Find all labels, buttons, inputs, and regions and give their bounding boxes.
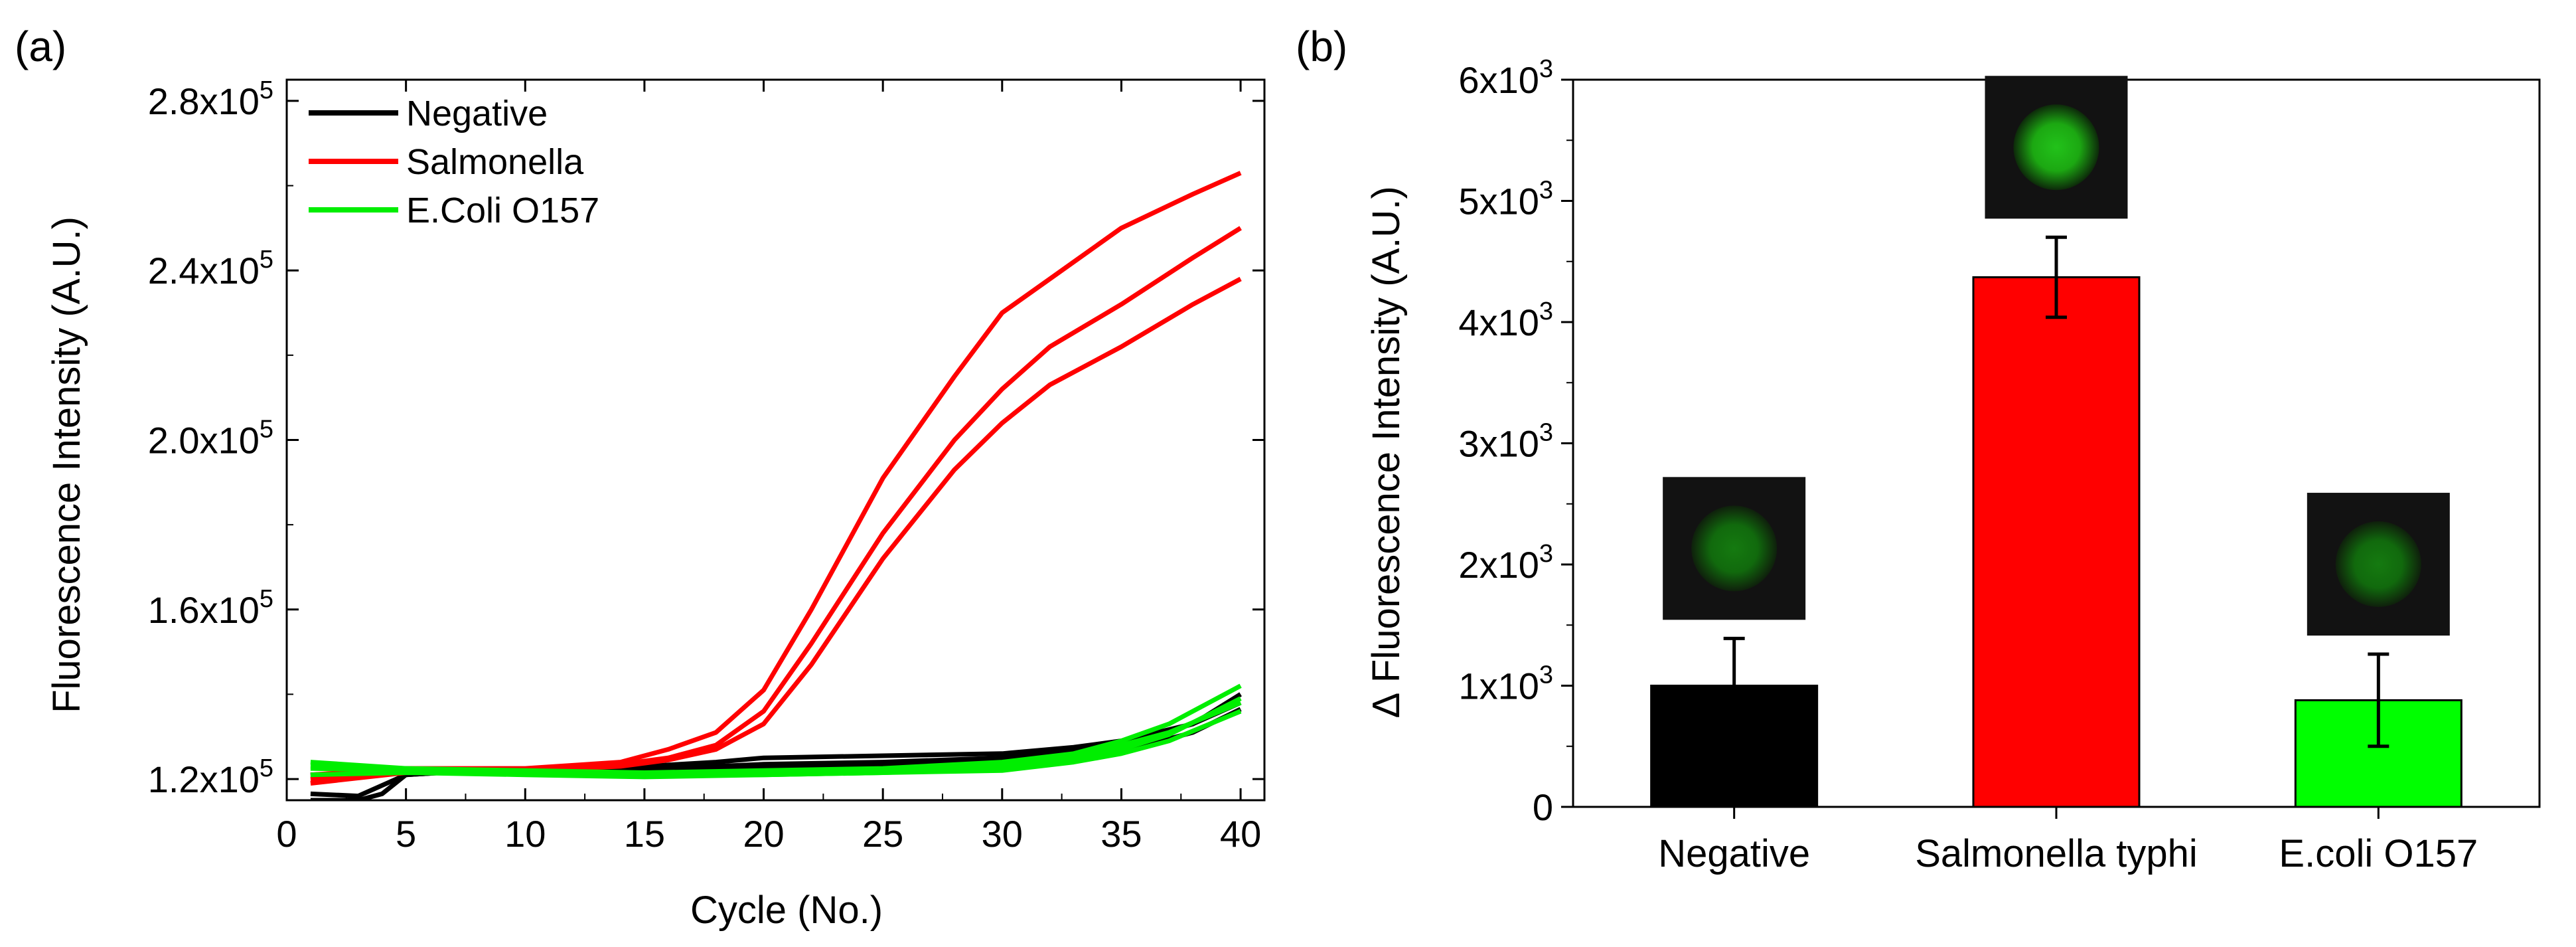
fluorescence-spot-image	[1663, 477, 1806, 620]
panel-b-y-tick-label: 4x103	[1458, 298, 1553, 343]
panel-a-x-tick-label: 20	[743, 813, 784, 855]
panel-b-y-tick-label: 5x103	[1458, 177, 1553, 222]
series-line-e-coli-o157	[310, 696, 1242, 778]
fluorescent-spot	[2013, 104, 2099, 191]
panel-a-line-chart: (a) 0 5 10 15 20 25 30 35 40 1.2x105 1.6x105 2.0x10…	[15, 23, 1266, 932]
panel-b-ticks: 0 1x103 2x103 3x103 4x103 5x103 6x103 Negative S…	[1458, 55, 2478, 875]
panel-b-label: (b)	[1296, 23, 1347, 70]
panel-b-y-tick-label: 6x103	[1458, 55, 1553, 101]
series-line-salmonella	[310, 226, 1242, 782]
fluorescence-spot-image	[1985, 76, 2128, 219]
panel-a-x-tick-label: 10	[504, 813, 546, 855]
panel-a-ticks: 0 5 10 15 20 25 30 35 40 1.2x105 1.6x105 2.0x105 2.4…	[148, 76, 1264, 855]
panel-a-y-tick-label: 1.2x105	[148, 754, 273, 800]
legend-label: Negative	[406, 94, 548, 133]
panel-a-y-axis-title: Fluorescence Intensity (A.U.)	[45, 216, 88, 713]
panel-a-x-axis-title: Cycle (No.)	[690, 889, 883, 932]
legend-label: E.Coli O157	[406, 191, 599, 230]
panel-a-legend: Negative Salmonella E.Coli O157	[309, 94, 599, 230]
legend-label: Salmonella	[406, 142, 584, 182]
panel-a-y-tick-label: 2.4x105	[148, 246, 273, 292]
panel-a-x-tick-label: 25	[862, 813, 903, 855]
panel-a-x-tick-label: 5	[396, 813, 416, 855]
panel-b-y-tick-label: 3x103	[1458, 419, 1553, 465]
fluorescent-spot	[1691, 505, 1778, 592]
panel-a-y-tick-label: 2.0x105	[148, 416, 273, 462]
panel-b-x-tick-label: Negative	[1658, 832, 1810, 875]
panel-a-x-tick-label: 40	[1220, 813, 1261, 855]
panel-b-y-tick-label: 2x103	[1458, 540, 1553, 586]
panel-a-x-tick-label: 35	[1100, 813, 1142, 855]
fluorescent-spot	[2335, 521, 2421, 608]
panel-b-y-tick-label: 1x103	[1458, 661, 1553, 707]
panel-a-x-tick-label: 15	[624, 813, 665, 855]
panel-a-x-tick-label: 0	[276, 813, 297, 855]
bar-salmonella-typhi	[1972, 276, 2141, 808]
panel-b-x-tick-label: Salmonella typhi	[1915, 832, 2198, 875]
panel-b-y-axis-title: ∆ Fluorescence Intensity (A.U.)	[1365, 186, 1408, 717]
panel-b-bar-chart: (b) 0 1x103 2x103 3x103 4x103 5x103 6x103 Negat…	[1296, 23, 2541, 875]
panel-a-x-tick-label: 30	[982, 813, 1023, 855]
panel-b-x-tick-label: E.coli O157	[2279, 832, 2478, 875]
series-line-salmonella	[310, 171, 1242, 778]
panel-a-y-tick-label: 1.6x105	[148, 585, 273, 631]
series-line-salmonella	[310, 276, 1242, 786]
panel-b-y-tick-label: 0	[1533, 786, 1553, 828]
fluorescence-spot-image	[2307, 493, 2450, 636]
panel-a-plot-area	[285, 78, 1266, 802]
panel-b-plot-area	[1572, 76, 2541, 808]
panel-a-y-tick-label: 2.8x105	[148, 76, 273, 122]
panel-a-label: (a)	[15, 23, 66, 70]
